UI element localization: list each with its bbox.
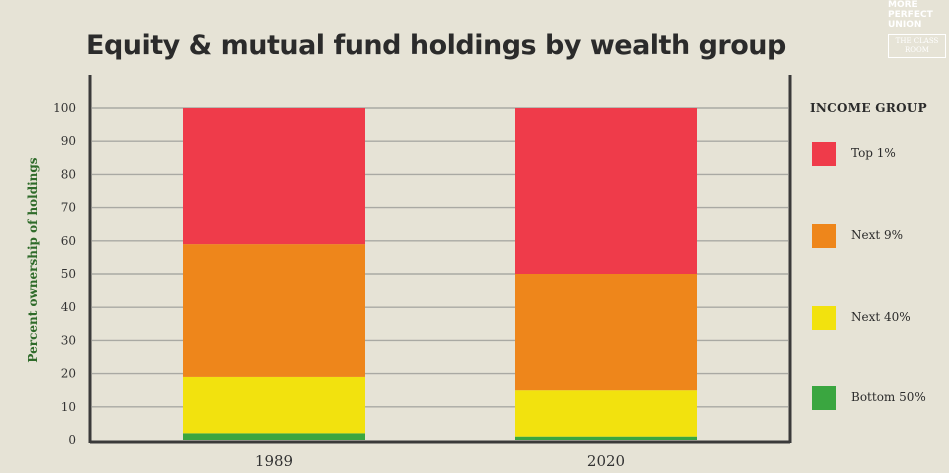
legend-label: Bottom 50%	[851, 390, 926, 404]
y-tick-label-100: 100	[53, 101, 76, 115]
legend-label: Top 1%	[851, 146, 896, 160]
legend-label: Next 40%	[851, 310, 911, 324]
y-tick-label-70: 70	[61, 201, 76, 215]
legend-title: INCOME GROUP	[810, 101, 927, 115]
y-tick-label-80: 80	[61, 167, 76, 181]
y-tick-label-90: 90	[61, 134, 76, 148]
y-tick-label-10: 10	[61, 400, 76, 414]
y-tick-label-0: 0	[68, 433, 76, 447]
bar-1989-2	[183, 244, 365, 377]
legend-swatch	[812, 386, 836, 410]
legend-swatch	[812, 224, 836, 248]
y-tick-label-30: 30	[61, 333, 76, 347]
y-tick-label-20: 20	[61, 367, 76, 381]
brand-name: MORE PERFECT UNION	[888, 0, 933, 30]
brand-sub: THE CLASS ROOM	[888, 34, 946, 58]
bar-2020-0	[515, 436, 697, 440]
y-tick-label-40: 40	[61, 300, 76, 314]
legend-swatch	[812, 142, 836, 166]
legend-label: Next 9%	[851, 228, 904, 242]
y-tick-label-60: 60	[61, 234, 76, 248]
bar-1989-3	[183, 108, 365, 245]
bar-2020-2	[515, 274, 697, 391]
brand-logo: MORE PERFECT UNION THE CLASS ROOM	[888, 0, 946, 58]
bar-1989-0	[183, 433, 365, 440]
legend-swatch	[812, 306, 836, 330]
bar-1989-1	[183, 376, 365, 434]
y-tick-label-50: 50	[61, 267, 76, 281]
x-tick-label-1989: 1989	[255, 452, 293, 470]
chart-title: Equity & mutual fund holdings by wealth …	[86, 30, 786, 61]
bar-2020-1	[515, 390, 697, 437]
x-tick-label-2020: 2020	[587, 452, 625, 470]
bar-2020-3	[515, 108, 697, 274]
